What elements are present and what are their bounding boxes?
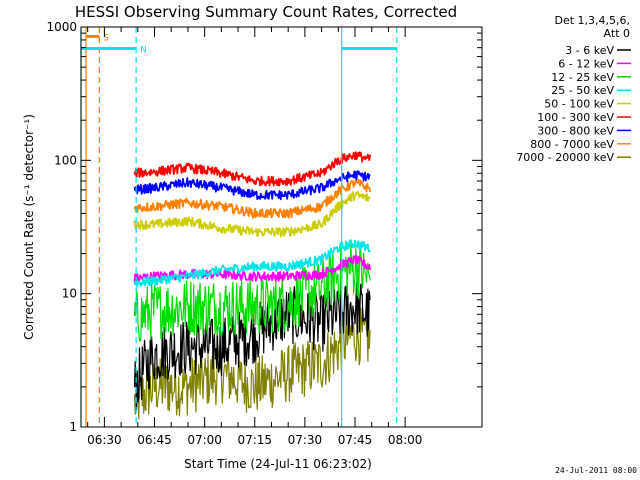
timestamp-stamp: 24-Jul-2011 08:00 xyxy=(555,466,637,475)
series-line-100-300-kev xyxy=(133,151,371,187)
x-tick-label: 07:00 xyxy=(187,433,222,447)
x-tick-label: 07:15 xyxy=(237,433,272,447)
y-tick-label: 10 xyxy=(62,287,77,301)
x-axis-ticks: 06:30 06:45 07:00 07:15 07:30 07:45 08:00 xyxy=(87,27,422,447)
series-layer xyxy=(133,151,371,420)
x-tick-label: 07:45 xyxy=(338,433,373,447)
legend-label-12-25-kev: 12 - 25 keV xyxy=(551,71,614,84)
x-tick-label: 07:30 xyxy=(288,433,323,447)
x-tick-label: 06:30 xyxy=(87,433,122,447)
series-line-800-7000-kev xyxy=(133,178,371,219)
x-axis-label: Start Time (24-Jul-11 06:23:02) xyxy=(184,457,372,471)
legend-label-800-7000-kev: 800 - 7000 keV xyxy=(530,138,614,151)
flag-bar-label: N xyxy=(140,45,147,55)
legend-label-25-50-kev: 25 - 50 keV xyxy=(551,84,614,97)
legend-label-3-6-kev: 3 - 6 keV xyxy=(565,44,614,57)
flag-bar-label: S xyxy=(103,33,109,43)
x-tick-label: 08:00 xyxy=(388,433,423,447)
legend-label-7000-20000-kev: 7000 - 20000 keV xyxy=(516,151,614,164)
legend-label-6-12-kev: 6 - 12 keV xyxy=(558,57,614,70)
legend-label-100-300-kev: 100 - 300 keV xyxy=(537,111,614,124)
series-line-300-800-kev xyxy=(133,170,371,201)
series-line-12-25-kev xyxy=(133,243,371,342)
legend-label-50-100-kev: 50 - 100 keV xyxy=(544,98,614,111)
legend-header-line-2: Att 0 xyxy=(604,27,630,40)
chart-title: HESSI Observing Summary Count Rates, Cor… xyxy=(75,3,457,21)
y-tick-label: 1 xyxy=(69,420,77,434)
y-tick-label: 100 xyxy=(54,153,77,167)
x-tick-label: 06:45 xyxy=(137,433,172,447)
y-axis-ticks: 1 10 100 1000 xyxy=(46,20,482,434)
y-tick-label: 1000 xyxy=(46,20,77,34)
series-line-7000-20000-kev xyxy=(133,307,371,420)
plot-frame xyxy=(80,26,483,428)
series-line-25-50-kev xyxy=(133,239,371,288)
y-axis-label: Corrected Count Rate (s⁻¹ detector⁻¹) xyxy=(22,114,36,340)
legend-label-300-800-kev: 300 - 800 keV xyxy=(537,124,614,137)
series-line-50-100-kev xyxy=(133,190,371,238)
legend-header: Det 1,3,4,5,6, Att 0 xyxy=(554,14,630,40)
legend-header-line-1: Det 1,3,4,5,6, xyxy=(554,14,630,27)
series-line-3-6-kev xyxy=(133,281,371,411)
